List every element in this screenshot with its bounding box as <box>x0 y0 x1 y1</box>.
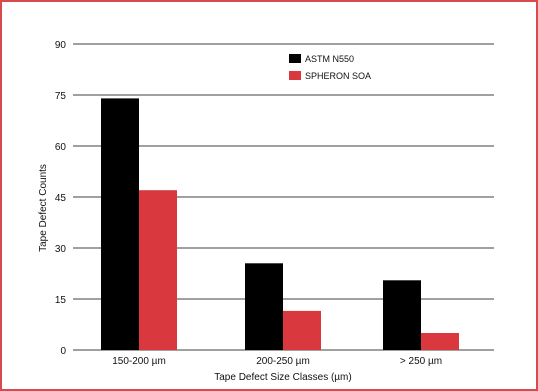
legend-swatch-astm-n550 <box>289 54 301 63</box>
x-tick-label: 200-250 µm <box>256 356 310 367</box>
y-tick-label: 15 <box>55 295 67 306</box>
y-tick-label: 0 <box>60 346 66 357</box>
y-tick-label: 45 <box>55 193 67 204</box>
x-axis-title: Tape Defect Size Classes (µm) <box>214 372 351 383</box>
bar-astm-n550-1 <box>245 263 283 350</box>
legend-label-astm-n550: ASTM N550 <box>305 54 354 64</box>
y-tick-label: 90 <box>55 40 67 51</box>
y-tick-label: 30 <box>55 244 67 255</box>
y-axis-title: Tape Defect Counts <box>38 164 49 252</box>
bar-spheron-soa-1 <box>283 310 321 350</box>
y-tick-label: 60 <box>55 142 67 153</box>
bar-astm-n550-2 <box>383 280 421 350</box>
legend: ASTM N550 SPHERON SOA <box>289 54 371 81</box>
x-tick-label: > 250 µm <box>400 356 442 367</box>
bar-spheron-soa-0 <box>139 190 177 350</box>
bar-spheron-soa-2 <box>421 333 459 350</box>
y-tick-label: 75 <box>55 91 67 102</box>
legend-label-spheron-soa: SPHERON SOA <box>305 71 371 81</box>
legend-swatch-spheron-soa <box>289 71 301 80</box>
bar-astm-n550-0 <box>101 98 139 351</box>
x-tick-label: 150-200 µm <box>112 356 166 367</box>
